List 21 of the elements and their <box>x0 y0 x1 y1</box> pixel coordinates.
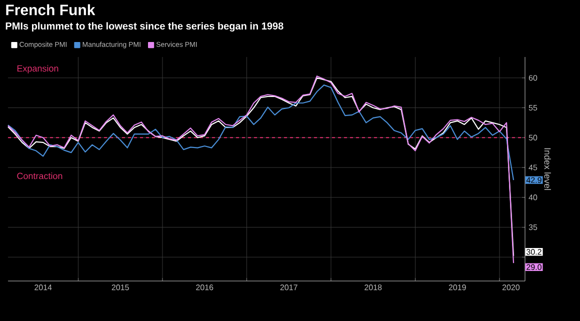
y-tick-label: 60 <box>528 75 538 81</box>
chart-title: French Funk <box>6 4 96 16</box>
x-tick-label: 2016 <box>196 284 214 290</box>
y-axis-title: Index level <box>544 148 551 190</box>
x-tick-label: 2020 <box>502 284 520 290</box>
x-tick-label: 2018 <box>364 284 382 290</box>
y-tick-label: 35 <box>528 224 538 230</box>
x-tick-label: 2014 <box>34 284 52 290</box>
data-label: 42.9 <box>526 177 542 183</box>
y-tick-label: 45 <box>528 164 538 170</box>
annotation: Contraction <box>17 172 62 180</box>
y-tick-label: 50 <box>528 134 538 140</box>
y-tick-label: 55 <box>528 104 538 111</box>
x-tick-label: 2015 <box>112 284 129 290</box>
x-tick-label: 2017 <box>280 284 298 290</box>
x-tick-label: 2019 <box>448 284 466 290</box>
data-label: 29.0 <box>526 264 542 270</box>
data-label: 30.2 <box>526 249 542 255</box>
chart-subtitle: PMIs plummet to the lowest since the series began in 1998 <box>6 22 284 32</box>
annotation: Expansion <box>17 65 58 74</box>
y-tick-label: 40 <box>528 194 538 200</box>
